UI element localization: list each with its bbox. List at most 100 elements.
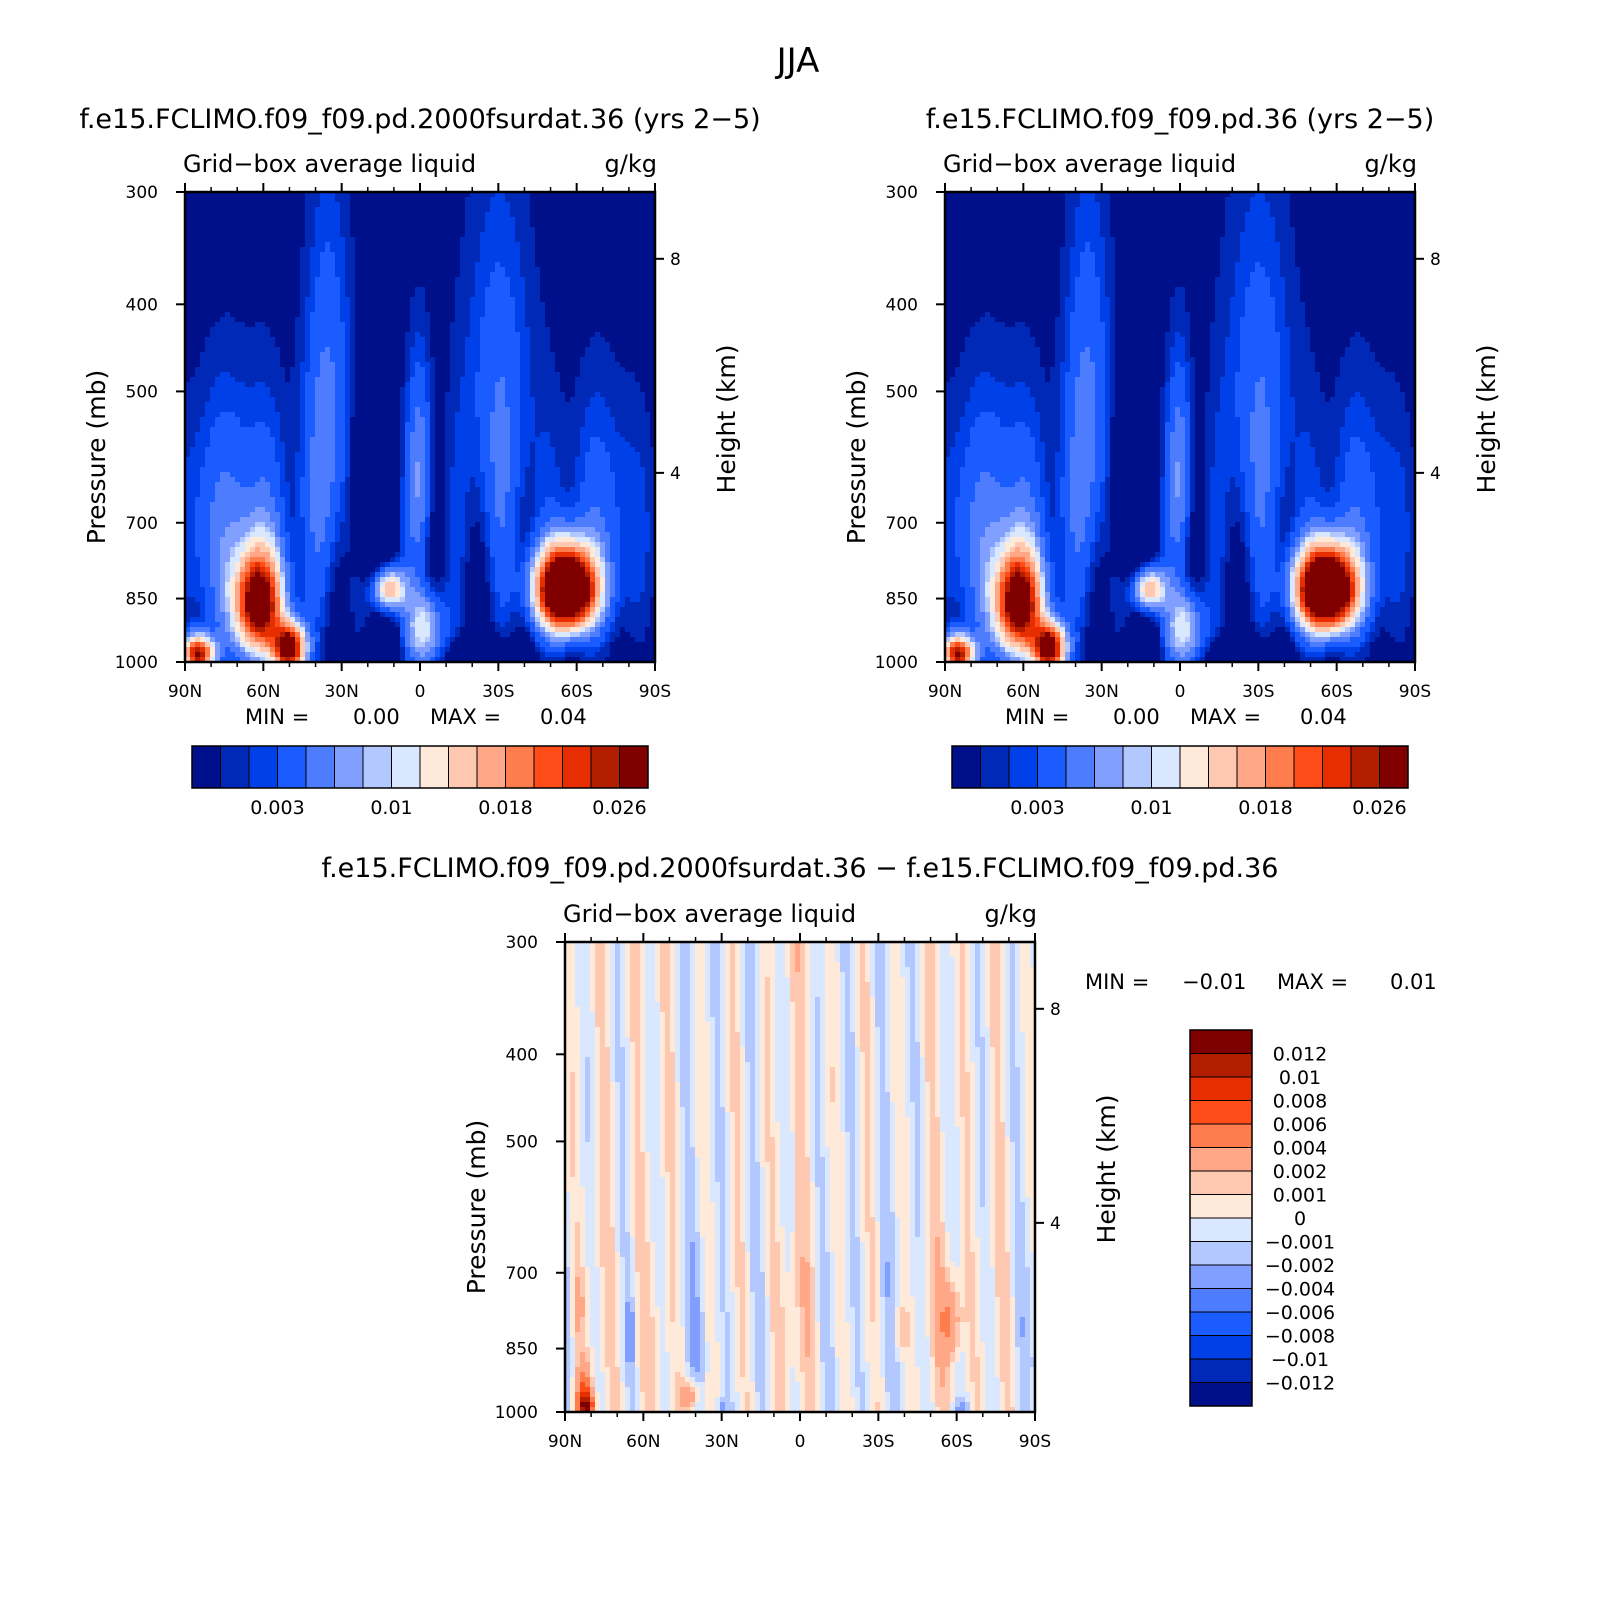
contour-band [1085, 527, 1096, 533]
contour-band [1095, 572, 1131, 578]
contour-band [1085, 572, 1091, 578]
contour-band [420, 472, 426, 478]
contour-band [525, 477, 536, 483]
contour-band [1190, 482, 1196, 488]
contour-band [280, 437, 301, 443]
contour-band [275, 497, 286, 503]
contour-band [345, 517, 351, 523]
contour-band [305, 527, 311, 533]
contour-band [585, 352, 616, 358]
contour-band [185, 342, 206, 348]
contour-band [390, 562, 426, 568]
contour-band [405, 487, 411, 493]
contour-band [1110, 437, 1161, 443]
contour-band [590, 602, 596, 608]
contour-band [1405, 507, 1415, 513]
contour-band [305, 382, 316, 388]
contour-band [1300, 527, 1311, 533]
contour-band [970, 437, 1036, 443]
contour-band [1370, 412, 1411, 418]
contour-band [1180, 487, 1186, 493]
contour-band [1185, 427, 1191, 433]
contour-band [210, 567, 221, 573]
contour-band [350, 317, 356, 323]
contour-band [275, 622, 281, 628]
contour-band [595, 567, 601, 573]
contour-band [1205, 527, 1211, 533]
contour-band [320, 272, 336, 278]
contour-band [335, 477, 346, 483]
contour-band [1240, 367, 1281, 373]
y2-tick-label: 4 [670, 464, 681, 484]
contour-band [1090, 347, 1106, 353]
contour-band [1050, 492, 1056, 498]
contour-band [435, 592, 461, 598]
contour-band [1205, 537, 1211, 543]
contour-band [1350, 587, 1356, 593]
contour-band [420, 522, 426, 528]
contour-band [285, 512, 291, 518]
contour-band [535, 617, 541, 623]
contour-band [220, 472, 231, 478]
contour-band [345, 392, 351, 398]
contour-band [495, 557, 516, 563]
contour-band [1185, 517, 1191, 523]
contour-band [1265, 517, 1276, 523]
contour-band [480, 317, 516, 323]
contour-band [410, 492, 416, 498]
contour-band [1275, 297, 1286, 303]
contour-band [270, 652, 276, 658]
contour-band [355, 622, 366, 628]
contour-band [1045, 447, 1061, 453]
contour-band [1290, 447, 1296, 453]
contour-band [310, 632, 321, 638]
contour-band [1270, 287, 1286, 293]
contour-band [1335, 392, 1356, 398]
contour-band [1080, 542, 1091, 548]
contour-band [235, 607, 241, 613]
contour-band [425, 597, 431, 603]
contour-band [1310, 542, 1341, 548]
contour-band [205, 607, 216, 613]
contour-band [965, 462, 1041, 468]
contour-band [1160, 507, 1166, 513]
contour-band [1235, 292, 1246, 298]
contour-band [1405, 497, 1415, 503]
contour-band [1060, 492, 1071, 498]
contour-band [1380, 547, 1411, 553]
contour-band [1100, 487, 1106, 493]
contour-band [955, 517, 971, 523]
contour-band [450, 347, 466, 353]
contour-band [1060, 407, 1066, 413]
contour-band [190, 642, 196, 648]
contour-band [1205, 447, 1216, 453]
contour-band [620, 567, 646, 573]
contour-band [235, 547, 246, 553]
contour-band [1270, 467, 1281, 473]
contour-band [295, 322, 306, 328]
contour-band [1235, 477, 1246, 483]
contour-band [380, 572, 386, 578]
contour-band [185, 372, 196, 378]
contour-band [335, 252, 346, 258]
contour-band [1335, 552, 1341, 558]
contour-band [1165, 427, 1176, 433]
contour-band [275, 547, 281, 553]
contour-band [1170, 352, 1186, 358]
contour-band [305, 452, 311, 458]
contour-band [1220, 577, 1226, 583]
contour-band [305, 397, 316, 403]
contour-band [245, 532, 251, 538]
contour-band [1185, 397, 1191, 403]
contour-band [1215, 317, 1231, 323]
contour-band [410, 582, 421, 588]
contour-band [1190, 447, 1196, 453]
contour-band [490, 572, 496, 578]
contour-band [1240, 492, 1246, 498]
contour-band [1290, 567, 1296, 573]
contour-band [1220, 582, 1226, 588]
contour-band [205, 447, 276, 453]
contour-band [295, 617, 301, 623]
contour-band [310, 287, 316, 293]
contour-band [240, 552, 246, 558]
